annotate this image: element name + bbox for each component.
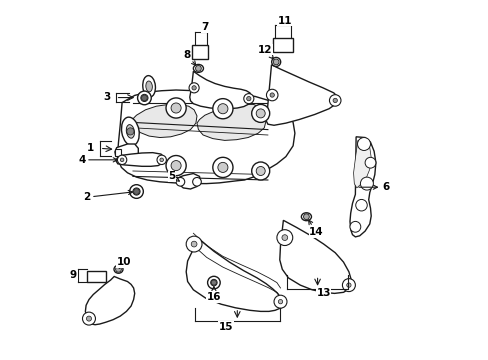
Circle shape [303,214,309,220]
Text: 12: 12 [258,45,273,59]
Text: 6: 6 [358,182,388,192]
Circle shape [141,95,147,101]
Circle shape [117,155,126,165]
Circle shape [346,283,350,287]
Ellipse shape [145,81,152,92]
Text: 16: 16 [206,287,221,302]
Circle shape [218,104,227,114]
Circle shape [192,177,201,186]
Polygon shape [85,276,134,325]
Circle shape [86,316,91,321]
Circle shape [251,162,269,180]
Circle shape [357,138,370,150]
Ellipse shape [141,94,148,102]
Circle shape [160,158,163,162]
Text: 5: 5 [168,171,179,181]
Circle shape [349,221,360,232]
Circle shape [342,279,355,292]
Ellipse shape [126,125,134,138]
Circle shape [256,166,264,175]
Circle shape [332,98,337,103]
Circle shape [355,199,366,211]
Circle shape [195,66,201,71]
Circle shape [126,128,134,135]
Circle shape [266,89,277,101]
Polygon shape [192,45,208,59]
Circle shape [278,300,282,304]
Text: 14: 14 [308,220,323,237]
Ellipse shape [271,57,280,66]
Circle shape [360,177,373,190]
Ellipse shape [207,276,220,289]
Circle shape [365,157,375,168]
Polygon shape [133,104,197,138]
Circle shape [246,96,250,101]
Circle shape [218,162,227,172]
Text: 4: 4 [78,155,117,165]
Polygon shape [118,90,294,184]
Circle shape [276,230,292,246]
Ellipse shape [193,64,203,72]
Ellipse shape [137,91,151,105]
Circle shape [82,312,95,325]
Polygon shape [279,220,351,293]
Text: 13: 13 [316,288,330,298]
Polygon shape [115,153,164,166]
Polygon shape [115,149,121,156]
Text: 15: 15 [218,322,233,332]
Circle shape [256,109,264,118]
Circle shape [273,59,279,65]
Polygon shape [186,239,283,311]
Polygon shape [353,140,370,188]
Ellipse shape [121,117,139,146]
Ellipse shape [210,279,217,286]
Circle shape [171,161,181,171]
Circle shape [166,98,186,118]
Circle shape [166,156,186,176]
Circle shape [211,280,216,285]
Text: 10: 10 [117,257,131,268]
Polygon shape [189,71,251,109]
Circle shape [133,189,139,194]
Polygon shape [197,104,265,140]
Circle shape [186,236,202,252]
Circle shape [329,95,340,106]
Circle shape [191,241,197,247]
Circle shape [171,103,181,113]
Ellipse shape [129,185,143,198]
Text: 1: 1 [86,143,94,153]
Circle shape [244,94,253,104]
Polygon shape [349,137,375,237]
Ellipse shape [133,188,140,195]
Polygon shape [178,174,200,189]
Ellipse shape [114,265,123,273]
Circle shape [157,155,166,165]
Polygon shape [265,65,337,125]
Circle shape [212,157,232,177]
Circle shape [251,104,269,122]
Polygon shape [115,144,138,161]
Ellipse shape [142,76,155,97]
Circle shape [269,93,274,97]
Circle shape [176,177,184,186]
Polygon shape [87,271,106,282]
Text: 11: 11 [277,16,291,26]
Polygon shape [273,38,292,52]
Text: 2: 2 [83,190,132,202]
Circle shape [212,99,232,119]
Text: 9: 9 [70,270,77,280]
Circle shape [192,86,196,90]
Circle shape [115,266,121,272]
Circle shape [189,83,199,93]
Circle shape [120,158,123,162]
Text: 7: 7 [201,22,208,32]
Circle shape [282,235,287,240]
Ellipse shape [301,213,311,221]
Text: 3: 3 [103,92,110,102]
Text: 8: 8 [183,50,195,65]
Circle shape [273,295,286,308]
